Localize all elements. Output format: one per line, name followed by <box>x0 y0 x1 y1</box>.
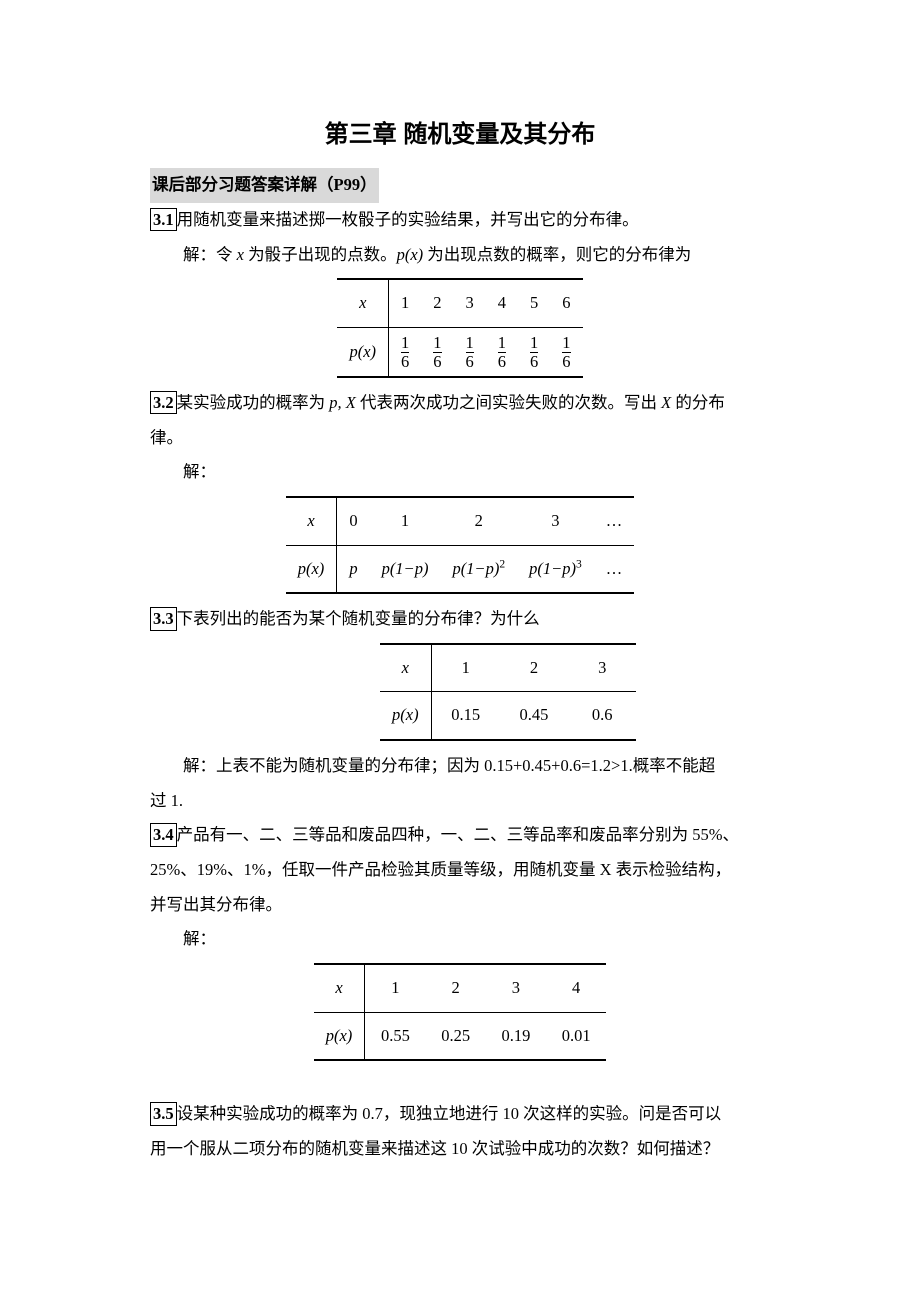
q31-table: x 1 2 3 4 5 6 p(x) 16 16 16 16 16 16 <box>337 278 582 378</box>
spacer <box>150 1069 770 1097</box>
q33-line: 3.3下表列出的能否为某个随机变量的分布律？为什么 <box>150 602 770 637</box>
q35-num: 3.5 <box>150 1102 177 1125</box>
q31-frac: 16 <box>466 334 474 370</box>
chapter-title: 第三章 随机变量及其分布 <box>150 110 770 160</box>
q35-line2: 用一个服从二项分布的随机变量来描述这 10 次试验中成功的次数？如何描述？ <box>150 1132 770 1167</box>
q31-px-label: p(x) <box>337 327 388 377</box>
q34-line2: 25%、19%、1%，任取一件产品检验其质量等级，用随机变量 X 表示检验结构， <box>150 853 770 888</box>
q32-p4: … <box>594 545 635 593</box>
q33-text: 下表列出的能否为某个随机变量的分布律？为什么 <box>177 609 540 628</box>
q33-p2: 0.6 <box>568 692 636 740</box>
q31-sol-a: 解：令 <box>183 245 237 264</box>
q34-x3: 4 <box>546 964 606 1012</box>
q35-t1: 设某种实验成功的概率为 0.7，现独立地进行 10 次这样的实验。问是否可以 <box>177 1104 722 1123</box>
q32-x4: … <box>594 497 635 545</box>
q32-table: x 0 1 2 3 … p(x) p p(1−p) p(1−p)2 p(1−p)… <box>286 496 635 594</box>
q34-x-label: x <box>314 964 365 1012</box>
table-row: p(x) 16 16 16 16 16 16 <box>337 327 582 377</box>
q33-px-label: p(x) <box>380 692 431 740</box>
q34-line1: 3.4产品有一、二、三等品和废品四种，一、二、三等品率和废品率分别为 55%、 <box>150 818 770 853</box>
q31-frac: 16 <box>401 334 409 370</box>
q31-solution: 解：令 x 为骰子出现的点数。p(x) 为出现点数的概率，则它的分布律为 <box>150 238 770 273</box>
q31-x0: 1 <box>389 279 422 327</box>
q32-t1: 某实验成功的概率为 <box>177 393 330 412</box>
q34-p0: 0.55 <box>365 1012 426 1060</box>
q32-px-label: p(x) <box>286 545 337 593</box>
q31-text: 用随机变量来描述掷一枚骰子的实验结果，并写出它的分布律。 <box>177 210 639 229</box>
q32-t3: 的分布 <box>671 393 725 412</box>
q31-num: 3.1 <box>150 208 177 231</box>
q32-pX: p, X <box>329 393 356 412</box>
q34-sol: 解： <box>150 922 770 957</box>
q32-p0: p <box>337 545 370 593</box>
q34-px-label: p(x) <box>314 1012 365 1060</box>
q31-x4: 5 <box>518 279 550 327</box>
table-row: p(x) p p(1−p) p(1−p)2 p(1−p)3 … <box>286 545 635 593</box>
q34-x1: 2 <box>426 964 486 1012</box>
q31-var-px: p(x) <box>397 245 424 264</box>
q31-x3: 4 <box>486 279 518 327</box>
q32-t2: 代表两次成功之间实验失败的次数。写出 <box>356 393 661 412</box>
table-row: x 1 2 3 4 <box>314 964 607 1012</box>
q33-p1: 0.45 <box>500 692 568 740</box>
q34-x2: 3 <box>486 964 546 1012</box>
page: 第三章 随机变量及其分布 课后部分习题答案详解（P99） 3.1用随机变量来描述… <box>0 0 920 1302</box>
q31-frac: 16 <box>433 334 441 370</box>
q31-frac: 16 <box>562 334 570 370</box>
q35-line1: 3.5设某种实验成功的概率为 0.7，现独立地进行 10 次这样的实验。问是否可… <box>150 1097 770 1132</box>
q32-x3: 3 <box>517 497 594 545</box>
table-row: p(x) 0.15 0.45 0.6 <box>380 692 636 740</box>
q31-var-x: x <box>237 245 244 264</box>
q33-sol2: 过 1. <box>150 784 770 819</box>
q34-x0: 1 <box>365 964 426 1012</box>
q33-x1: 2 <box>500 644 568 692</box>
q32-line1: 3.2某实验成功的概率为 p, X 代表两次成功之间实验失败的次数。写出 X 的… <box>150 386 770 421</box>
q33-x2: 3 <box>568 644 636 692</box>
table-row: x 1 2 3 4 5 6 <box>337 279 582 327</box>
q31-sol-c: 为出现点数的概率，则它的分布律为 <box>423 245 691 264</box>
table-row: x 1 2 3 <box>380 644 636 692</box>
q32-sol: 解： <box>150 455 770 490</box>
q34-t1: 产品有一、二、三等品和废品四种，一、二、三等品率和废品率分别为 55%、 <box>177 825 739 844</box>
q34-p3: 0.01 <box>546 1012 606 1060</box>
subtitle: 课后部分习题答案详解（P99） <box>150 168 379 203</box>
q31-x2: 3 <box>454 279 486 327</box>
q32-x0: 0 <box>337 497 370 545</box>
q33-x0: 1 <box>431 644 500 692</box>
q32-X: X <box>661 393 671 412</box>
q31-line: 3.1用随机变量来描述掷一枚骰子的实验结果，并写出它的分布律。 <box>150 203 770 238</box>
q34-p1: 0.25 <box>426 1012 486 1060</box>
q33-table: x 1 2 3 p(x) 0.15 0.45 0.6 <box>380 643 636 741</box>
subtitle-line: 课后部分习题答案详解（P99） <box>150 168 770 203</box>
q33-p0: 0.15 <box>431 692 500 740</box>
q31-x1: 2 <box>421 279 453 327</box>
q31-frac: 16 <box>530 334 538 370</box>
q32-x2: 2 <box>440 497 517 545</box>
q33-num: 3.3 <box>150 607 177 630</box>
q34-num: 3.4 <box>150 823 177 846</box>
q34-p2: 0.19 <box>486 1012 546 1060</box>
q32-p1: p(1−p) <box>370 545 441 593</box>
q31-x-label: x <box>337 279 388 327</box>
table-row: p(x) 0.55 0.25 0.19 0.01 <box>314 1012 607 1060</box>
q34-table: x 1 2 3 4 p(x) 0.55 0.25 0.19 0.01 <box>314 963 607 1061</box>
table-row: x 0 1 2 3 … <box>286 497 635 545</box>
q32-num: 3.2 <box>150 391 177 414</box>
q33-x-label: x <box>380 644 431 692</box>
q33-sol1: 解：上表不能为随机变量的分布律；因为 0.15+0.45+0.6=1.2>1.概… <box>150 749 770 784</box>
q31-x5: 6 <box>550 279 582 327</box>
q32-x1: 1 <box>370 497 441 545</box>
q32-p3: p(1−p)3 <box>517 545 594 593</box>
q32-p2: p(1−p)2 <box>440 545 517 593</box>
q32-x-label: x <box>286 497 337 545</box>
q34-line3: 并写出其分布律。 <box>150 888 770 923</box>
q31-frac: 16 <box>498 334 506 370</box>
q31-sol-b: 为骰子出现的点数。 <box>244 245 397 264</box>
q32-line2: 律。 <box>150 421 770 456</box>
